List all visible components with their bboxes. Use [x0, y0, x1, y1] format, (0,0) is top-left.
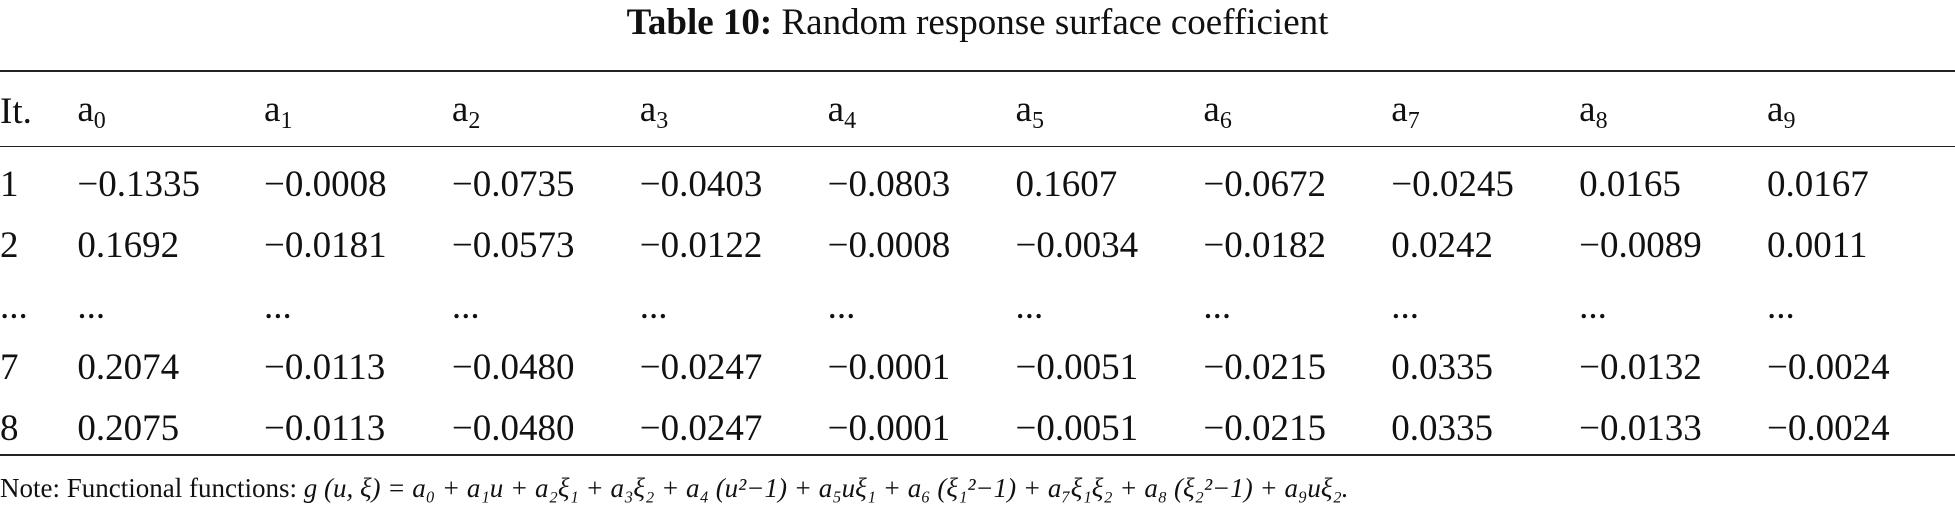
column-header-iteration: It. — [0, 90, 32, 132]
table-caption: Table 10: Random response surface coeffi… — [0, 0, 1955, 46]
column-header-a9: a9 — [1767, 88, 1796, 134]
table-cell: ... — [1767, 286, 1795, 327]
table-cell: ... — [1391, 286, 1420, 327]
table-cell: −0.0008 — [264, 164, 387, 205]
table-cell: 0.0242 — [1391, 225, 1494, 266]
table-row: 8 0.2075 −0.0113 −0.0480 −0.0247 −0.0001… — [0, 398, 1955, 459]
column-header-a3: a3 — [639, 88, 669, 134]
table-cell: 0.2074 — [77, 347, 180, 388]
table-row-ellipsis: ... ... ... ... ... ... ... ... ... ... … — [0, 276, 1955, 337]
column-header-a1: a1 — [264, 88, 293, 134]
table-cell: −0.0089 — [1579, 225, 1702, 266]
table-cell: 0.0011 — [1767, 225, 1868, 266]
table-cell: ... — [0, 286, 28, 327]
table-row: 1 −0.1335 −0.0008 −0.0735 −0.0403 −0.080… — [0, 146, 1955, 215]
table-cell: −0.0034 — [1015, 225, 1139, 266]
column-header-a2: a2 — [451, 88, 481, 134]
table-cell: ... — [639, 286, 668, 327]
table-cell: 0.2075 — [77, 408, 180, 449]
table-cell: −0.0215 — [1203, 408, 1327, 449]
table-cell: −0.0113 — [264, 347, 386, 388]
table-note-formula: g (u, ξ) = a₀ + a₁u + a₂ξ₁ + a₃ξ₂ + a₄ (… — [303, 473, 1349, 503]
table-header-row: It. a0 a1 a2 a3 a4 a5 a6 a7 a8 a9 — [0, 76, 1955, 146]
table-cell: −0.0133 — [1579, 408, 1702, 449]
table-cell: −0.0182 — [1203, 225, 1327, 266]
table-cell: −0.0672 — [1203, 164, 1327, 205]
table-cell: 1 — [0, 164, 19, 205]
table-cell: 2 — [0, 225, 19, 266]
table-cell: 0.0167 — [1767, 164, 1869, 205]
table-note-prefix: Note: Functional functions: — [0, 473, 297, 503]
column-header-a5: a5 — [1015, 88, 1044, 134]
table-cell: −0.0215 — [1203, 347, 1327, 388]
table-cell: 0.0165 — [1579, 164, 1681, 205]
table-row: 7 0.2074 −0.0113 −0.0480 −0.0247 −0.0001… — [0, 337, 1955, 398]
table-cell: −0.0024 — [1767, 347, 1890, 388]
column-header-a8: a8 — [1579, 88, 1608, 134]
table-header-rule — [0, 146, 1955, 147]
table-cell: −0.0132 — [1579, 347, 1702, 388]
table-cell: −0.0573 — [451, 225, 575, 266]
table-cell: ... — [827, 286, 856, 327]
table-cell: 0.1692 — [77, 225, 180, 266]
table-cell: ... — [451, 286, 480, 327]
table-cell: −0.0051 — [1015, 347, 1139, 388]
table-cell: −0.0122 — [639, 225, 763, 266]
table-cell: −0.0480 — [451, 408, 575, 449]
column-header-a0: a0 — [77, 88, 106, 134]
table-cell: −0.0001 — [827, 408, 951, 449]
table-bottom-rule — [0, 454, 1955, 456]
table-cell: −0.0051 — [1015, 408, 1139, 449]
table-cell: −0.0008 — [827, 225, 951, 266]
table-cell: ... — [77, 286, 106, 327]
table-cell: −0.0735 — [451, 164, 575, 205]
table-cell: −0.0181 — [264, 225, 387, 266]
table-cell: ... — [1015, 286, 1044, 327]
table-top-rule — [0, 70, 1955, 72]
table-caption-title: Random response surface coefficient — [781, 2, 1329, 43]
table-cell: −0.0245 — [1391, 164, 1514, 205]
table-note: Note: Functional functions: g (u, ξ) = a… — [0, 460, 1955, 516]
table-cell: −0.0113 — [264, 408, 386, 449]
table-caption-label: Table 10: — [626, 2, 773, 43]
column-header-a4: a4 — [827, 88, 857, 134]
table-cell: 0.1607 — [1015, 164, 1118, 205]
coefficient-table: It. a0 a1 a2 a3 a4 a5 a6 a7 a8 a9 1 −0.1… — [0, 76, 1955, 459]
table-cell: −0.0403 — [639, 164, 763, 205]
table-cell: ... — [264, 286, 292, 327]
table-cell: −0.0024 — [1767, 408, 1890, 449]
table-cell: −0.0247 — [639, 347, 763, 388]
table-cell: ... — [1579, 286, 1607, 327]
table-cell: 8 — [0, 408, 19, 449]
table-cell: −0.0247 — [639, 408, 763, 449]
table-cell: ... — [1203, 286, 1232, 327]
table-cell: −0.0480 — [451, 347, 575, 388]
table-cell: −0.0001 — [827, 347, 951, 388]
table-row: 2 0.1692 −0.0181 −0.0573 −0.0122 −0.0008… — [0, 215, 1955, 276]
table-cell: 0.0335 — [1391, 347, 1494, 388]
table-cell: −0.0803 — [827, 164, 951, 205]
column-header-a7: a7 — [1391, 88, 1420, 134]
column-header-a6: a6 — [1203, 88, 1232, 134]
table-cell: −0.1335 — [77, 164, 200, 205]
table-cell: 7 — [0, 347, 19, 388]
table-cell: 0.0335 — [1391, 408, 1494, 449]
